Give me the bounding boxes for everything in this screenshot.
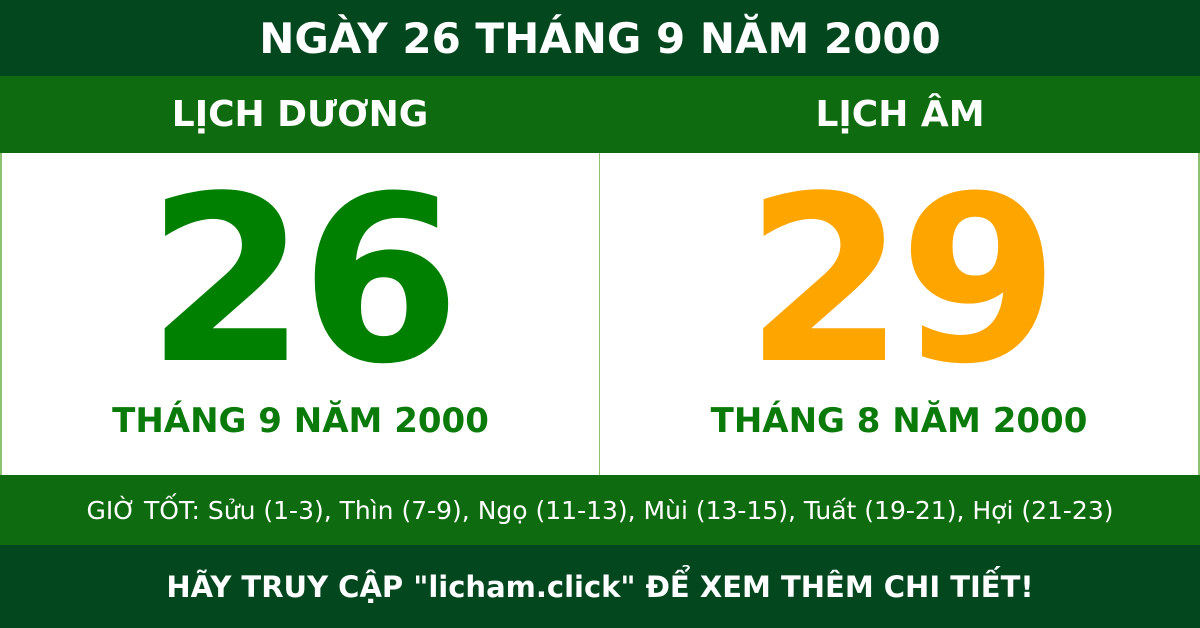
calendar-headers: LỊCH DƯƠNG LỊCH ÂM xyxy=(0,76,1200,153)
date-panel: 26 THÁNG 9 NĂM 2000 29 THÁNG 8 NĂM 2000 xyxy=(0,153,1200,475)
good-hours: GIỜ TỐT: Sửu (1-3), Thìn (7-9), Ngọ (11-… xyxy=(0,475,1200,545)
solar-column: 26 THÁNG 9 NĂM 2000 xyxy=(2,153,600,475)
footer-cta: HÃY TRUY CẬP "licham.click" ĐỂ XEM THÊM … xyxy=(0,545,1200,628)
solar-month-year: THÁNG 9 NĂM 2000 xyxy=(112,401,489,441)
solar-label: LỊCH DƯƠNG xyxy=(171,94,429,135)
lunar-month-year: THÁNG 8 NĂM 2000 xyxy=(710,401,1088,441)
lunar-label: LỊCH ÂM xyxy=(815,94,985,135)
page-title: NGÀY 26 THÁNG 9 NĂM 2000 xyxy=(0,0,1200,76)
lunar-day: 29 xyxy=(744,148,1059,415)
lunar-column: 29 THÁNG 8 NĂM 2000 xyxy=(600,153,1198,475)
solar-day: 26 xyxy=(146,148,460,415)
